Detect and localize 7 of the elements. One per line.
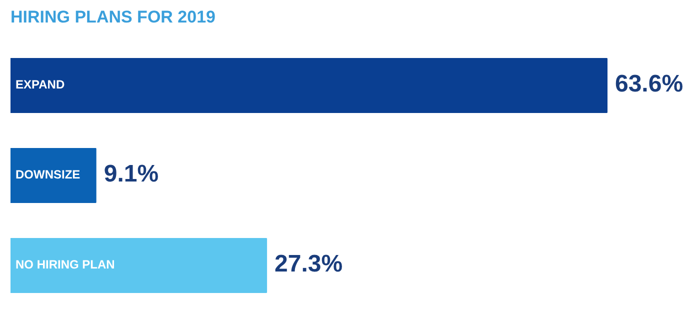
data-label: 9.1% (104, 160, 159, 188)
chart-title: HIRING PLANS FOR 2019 (10, 8, 216, 26)
y-tick-label: DOWNSIZE (16, 168, 80, 182)
data-label: 63.6% (614, 70, 684, 98)
y-tick-label: EXPAND (16, 78, 65, 92)
y-tick-label: NO HIRING PLAN (16, 258, 115, 272)
data-label: 27.3% (274, 250, 343, 278)
